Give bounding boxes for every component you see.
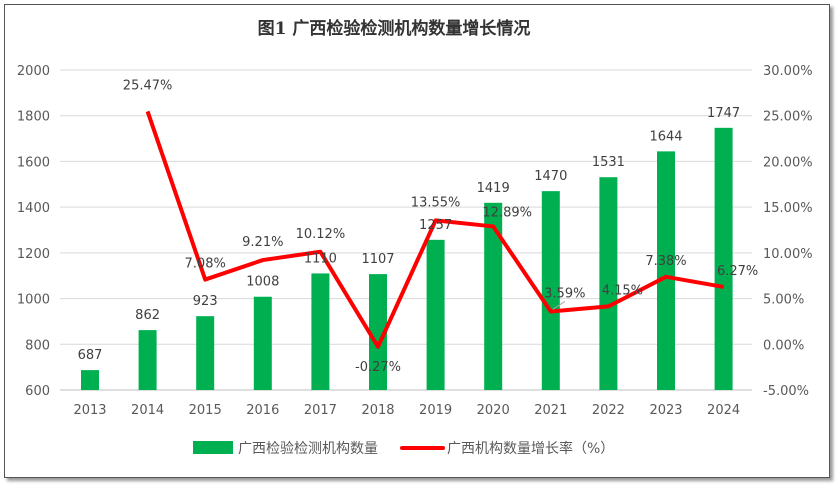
x-tick-label: 2024	[707, 403, 740, 418]
right-tick-label: 20.00%	[763, 155, 813, 170]
bar	[81, 370, 99, 390]
x-tick-label: 2014	[131, 403, 164, 418]
line-data-label: 10.12%	[296, 227, 346, 242]
bar	[311, 273, 330, 390]
bar-data-label: 1644	[649, 129, 682, 144]
bar	[138, 330, 157, 390]
left-tick-label: 1400	[17, 201, 50, 216]
line-data-label: 6.27%	[717, 264, 758, 279]
x-tick-label: 2015	[189, 403, 222, 418]
legend-label-bars: 广西检验检测机构数量	[238, 441, 378, 457]
left-tick-label: 1800	[17, 110, 50, 125]
bar-data-label: 1107	[361, 252, 394, 267]
legend: 广西检验检测机构数量 广西机构数量增长率（%）	[193, 440, 614, 457]
right-tick-label: 15.00%	[763, 201, 813, 216]
left-tick-label: 1600	[17, 155, 50, 170]
bar-data-label: 862	[135, 308, 160, 323]
legend-swatch-bars	[193, 441, 233, 454]
bar-data-label: 1110	[304, 251, 337, 266]
x-tick-label: 2019	[419, 403, 452, 418]
left-tick-label: 2000	[17, 64, 50, 79]
x-tick-label: 2020	[477, 403, 510, 418]
bar-data-label: 687	[78, 348, 103, 363]
line-data-label: 4.15%	[602, 283, 643, 298]
data-label-leader-line	[552, 301, 566, 310]
bar-data-label: 1008	[246, 275, 279, 290]
x-tick-label: 2016	[246, 403, 279, 418]
bar	[196, 316, 215, 390]
line-data-label: 13.55%	[411, 195, 461, 210]
bar	[657, 151, 675, 390]
right-tick-label: 10.00%	[763, 247, 813, 262]
line-data-label: 7.38%	[645, 254, 686, 269]
right-tick-label: 25.00%	[763, 110, 813, 125]
legend-label-line: 广西机构数量增长率（%）	[447, 440, 614, 457]
bar-data-label: 1531	[592, 155, 625, 170]
bar	[253, 296, 272, 390]
bar-data-label: 1257	[419, 218, 452, 233]
bar-data-label: 1470	[534, 169, 567, 184]
chart-title: 图1 广西检验检测机构数量增长情况	[258, 18, 531, 39]
bar	[541, 191, 560, 390]
line-data-label: 3.59%	[544, 286, 585, 301]
left-tick-label: 1000	[17, 293, 50, 308]
left-tick-label: 600	[25, 384, 50, 399]
right-tick-label: 30.00%	[763, 64, 813, 79]
line-data-label: 9.21%	[242, 235, 283, 250]
x-tick-label: 2021	[534, 403, 567, 418]
line-data-label: 25.47%	[123, 78, 173, 93]
x-tick-label: 2017	[304, 403, 337, 418]
bar	[369, 274, 387, 390]
bar	[426, 239, 445, 390]
line-data-label: 12.89%	[482, 205, 532, 220]
right-tick-label: 5.00%	[763, 293, 804, 308]
bar-data-label: 1747	[707, 106, 740, 121]
right-tick-label: 0.00%	[763, 338, 804, 353]
x-tick-label: 2022	[592, 403, 625, 418]
bar	[599, 177, 618, 390]
x-tick-label: 2018	[361, 403, 394, 418]
right-tick-label: -5.00%	[763, 384, 809, 399]
x-tick-label: 2013	[73, 403, 106, 418]
bar	[714, 127, 733, 390]
bar	[484, 202, 503, 390]
x-tick-label: 2023	[649, 403, 682, 418]
line-data-label: -0.27%	[355, 360, 401, 375]
left-tick-label: 1200	[17, 247, 50, 262]
line-data-label: 7.08%	[185, 257, 226, 272]
left-tick-label: 800	[25, 338, 50, 353]
bar-data-label: 1419	[477, 181, 510, 196]
chart-frame	[4, 4, 830, 478]
bar-data-label: 923	[193, 294, 218, 309]
